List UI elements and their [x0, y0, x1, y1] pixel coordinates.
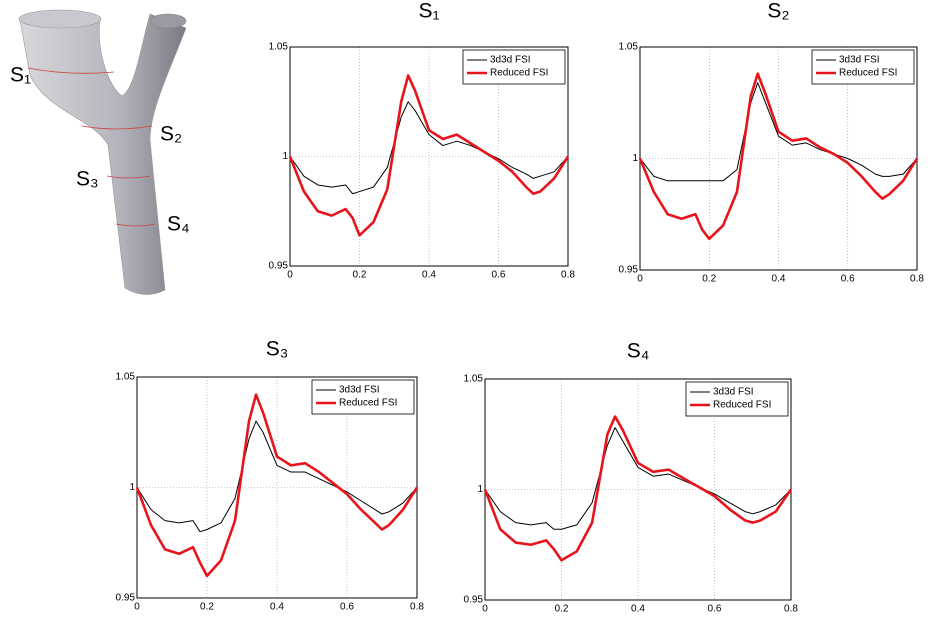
legend-label: Reduced FSI	[713, 400, 771, 411]
x-tick-label: 0.4	[772, 274, 786, 285]
legend-label: Reduced FSI	[339, 398, 397, 409]
x-tick-label: 0.6	[841, 274, 855, 285]
y-tick-label: 1.05	[464, 374, 484, 385]
x-tick-label: 0.2	[555, 604, 569, 615]
x-tick-label: 0.2	[353, 270, 367, 281]
series-line	[288, 74, 570, 237]
series-line	[484, 427, 792, 530]
section-label: S₁	[10, 64, 31, 87]
y-tick-label: 1.05	[116, 372, 136, 383]
legend-box	[685, 381, 789, 417]
chart-title: S₃	[266, 338, 289, 361]
x-tick-label: 0.4	[631, 604, 645, 615]
y-tick-label: 1	[632, 153, 638, 164]
legend-label: 3d3d FSI	[713, 387, 754, 398]
y-tick-label: 0.95	[619, 265, 639, 276]
vessel-illustration: S₁ S₂ S₃ S₄	[10, 9, 190, 295]
x-tick-label: 0.4	[270, 602, 284, 613]
x-tick-label: 0.8	[784, 604, 798, 615]
y-tick-label: 1	[282, 151, 288, 162]
x-tick-label: 0	[637, 274, 643, 285]
chart-title: S₁	[418, 0, 439, 23]
x-tick-label: 0.6	[708, 604, 722, 615]
chart-title: S₄	[627, 340, 650, 363]
y-tick-label: 0.95	[269, 261, 289, 272]
chart: S₃ 0.95 1 1.05 0 0.2 0.4 0.6 0.8 3d3d FSI Reduced …	[116, 338, 425, 613]
y-tick-label: 1	[477, 484, 483, 495]
legend-label: Reduced FSI	[490, 68, 548, 79]
legend-label: 3d3d FSI	[490, 55, 531, 66]
x-tick-label: 0	[482, 604, 488, 615]
series-line	[638, 72, 919, 241]
series-line	[136, 420, 418, 533]
section-label: S₂	[160, 123, 182, 146]
legend-label: Reduced FSI	[839, 68, 897, 79]
y-tick-label: 1.05	[269, 42, 289, 53]
series-line	[135, 393, 419, 578]
vessel	[19, 13, 187, 295]
legend-label: 3d3d FSI	[339, 385, 380, 396]
x-tick-label: 0.8	[561, 270, 575, 281]
x-tick-label: 0.6	[492, 270, 506, 281]
series-line	[639, 82, 918, 182]
section-label: S₄	[167, 213, 190, 236]
vessel-end	[149, 13, 187, 29]
y-tick-label: 0.95	[116, 593, 136, 604]
chart: S₁ 0.95 1 1.05 0 0.2 0.4 0.6 0.8 3d3d FSI Reduced …	[269, 0, 576, 281]
y-tick-label: 1.05	[619, 42, 639, 53]
x-tick-label: 0.8	[410, 602, 424, 613]
x-tick-label: 0.6	[340, 602, 354, 613]
x-tick-label: 0.2	[702, 274, 716, 285]
legend-box	[462, 49, 566, 85]
section-line	[81, 125, 153, 130]
x-tick-label: 0.4	[422, 270, 436, 281]
x-tick-label: 0.2	[200, 602, 214, 613]
section-line	[27, 67, 115, 74]
vessel-end	[18, 9, 102, 29]
x-tick-label: 0	[134, 602, 140, 613]
x-tick-label: 0.8	[910, 274, 924, 285]
y-tick-label: 1	[129, 482, 135, 493]
section-line	[115, 223, 156, 227]
legend-box	[811, 49, 915, 85]
section-label: S₃	[76, 168, 99, 191]
legend-label: 3d3d FSI	[839, 55, 880, 66]
section-line	[106, 175, 151, 179]
x-tick-label: 0	[287, 270, 293, 281]
series-line	[289, 101, 569, 195]
chart-title: S₂	[767, 0, 789, 23]
chart: S₄ 0.95 1 1.05 0 0.2 0.4 0.6 0.8 3d3d FSI Reduced …	[464, 340, 799, 615]
series-line	[483, 415, 793, 562]
y-tick-label: 0.95	[464, 595, 484, 606]
chart: S₂ 0.95 1 1.05 0 0.2 0.4 0.6 0.8 3d3d FSI Reduced …	[619, 0, 925, 285]
legend-box	[311, 379, 415, 415]
